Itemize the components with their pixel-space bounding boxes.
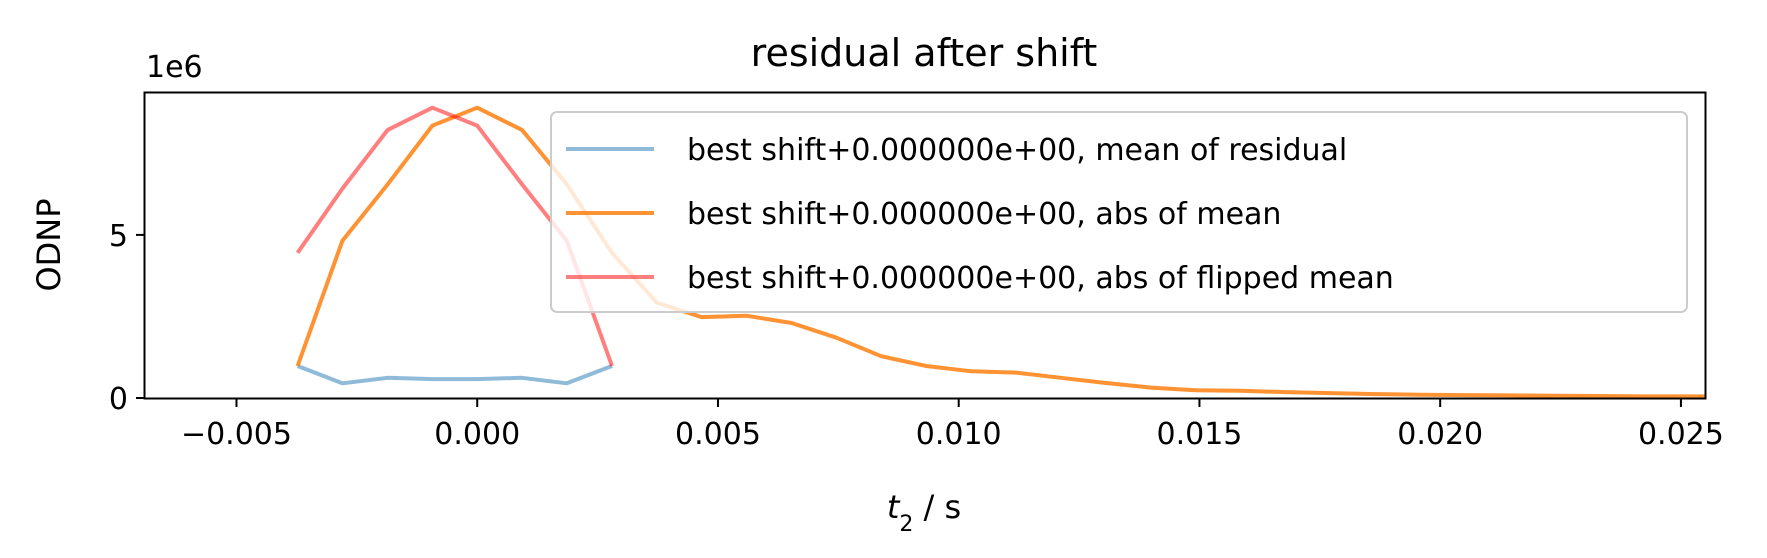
chart-title: residual after shift [751,31,1098,75]
y-axis: 05 [109,219,145,417]
x-tick-label: 0.015 [1156,417,1242,452]
y-tick-label: 0 [109,382,128,417]
x-tick-label: 0.025 [1638,417,1724,452]
x-tick-label: 0.010 [916,417,1002,452]
legend-label-3: best shift+0.000000e+00, abs of flipped … [687,261,1394,296]
plot-frame [143,91,1707,400]
legend-box [550,111,1688,313]
legend-label-2: best shift+0.000000e+00, abs of mean [687,197,1281,232]
x-axis-label-subscript: 2 [899,512,913,537]
series-line-2 [295,105,1705,398]
x-tick-label: 0.020 [1397,417,1483,452]
x-tick-label: 0.005 [675,417,761,452]
x-axis: −0.005 0.000 0.005 0.010 0.015 0.020 0.025 [181,398,1724,452]
x-axis-label-unit: / s [913,488,961,526]
x-axis-label-variable: t [887,488,901,526]
y-offset-label: 1e6 [146,50,203,85]
series-line-1 [296,364,613,386]
x-tick-label: 0.000 [434,417,520,452]
legend-label-1: best shift+0.000000e+00, mean of residua… [687,133,1347,168]
x-axis-label: t2 / s [887,488,961,537]
x-tick-label: −0.005 [181,417,292,452]
y-axis-label: ODNP [30,198,68,291]
legend: best shift+0.000000e+00, mean of residua… [550,111,1688,313]
y-tick-label: 5 [109,219,128,254]
